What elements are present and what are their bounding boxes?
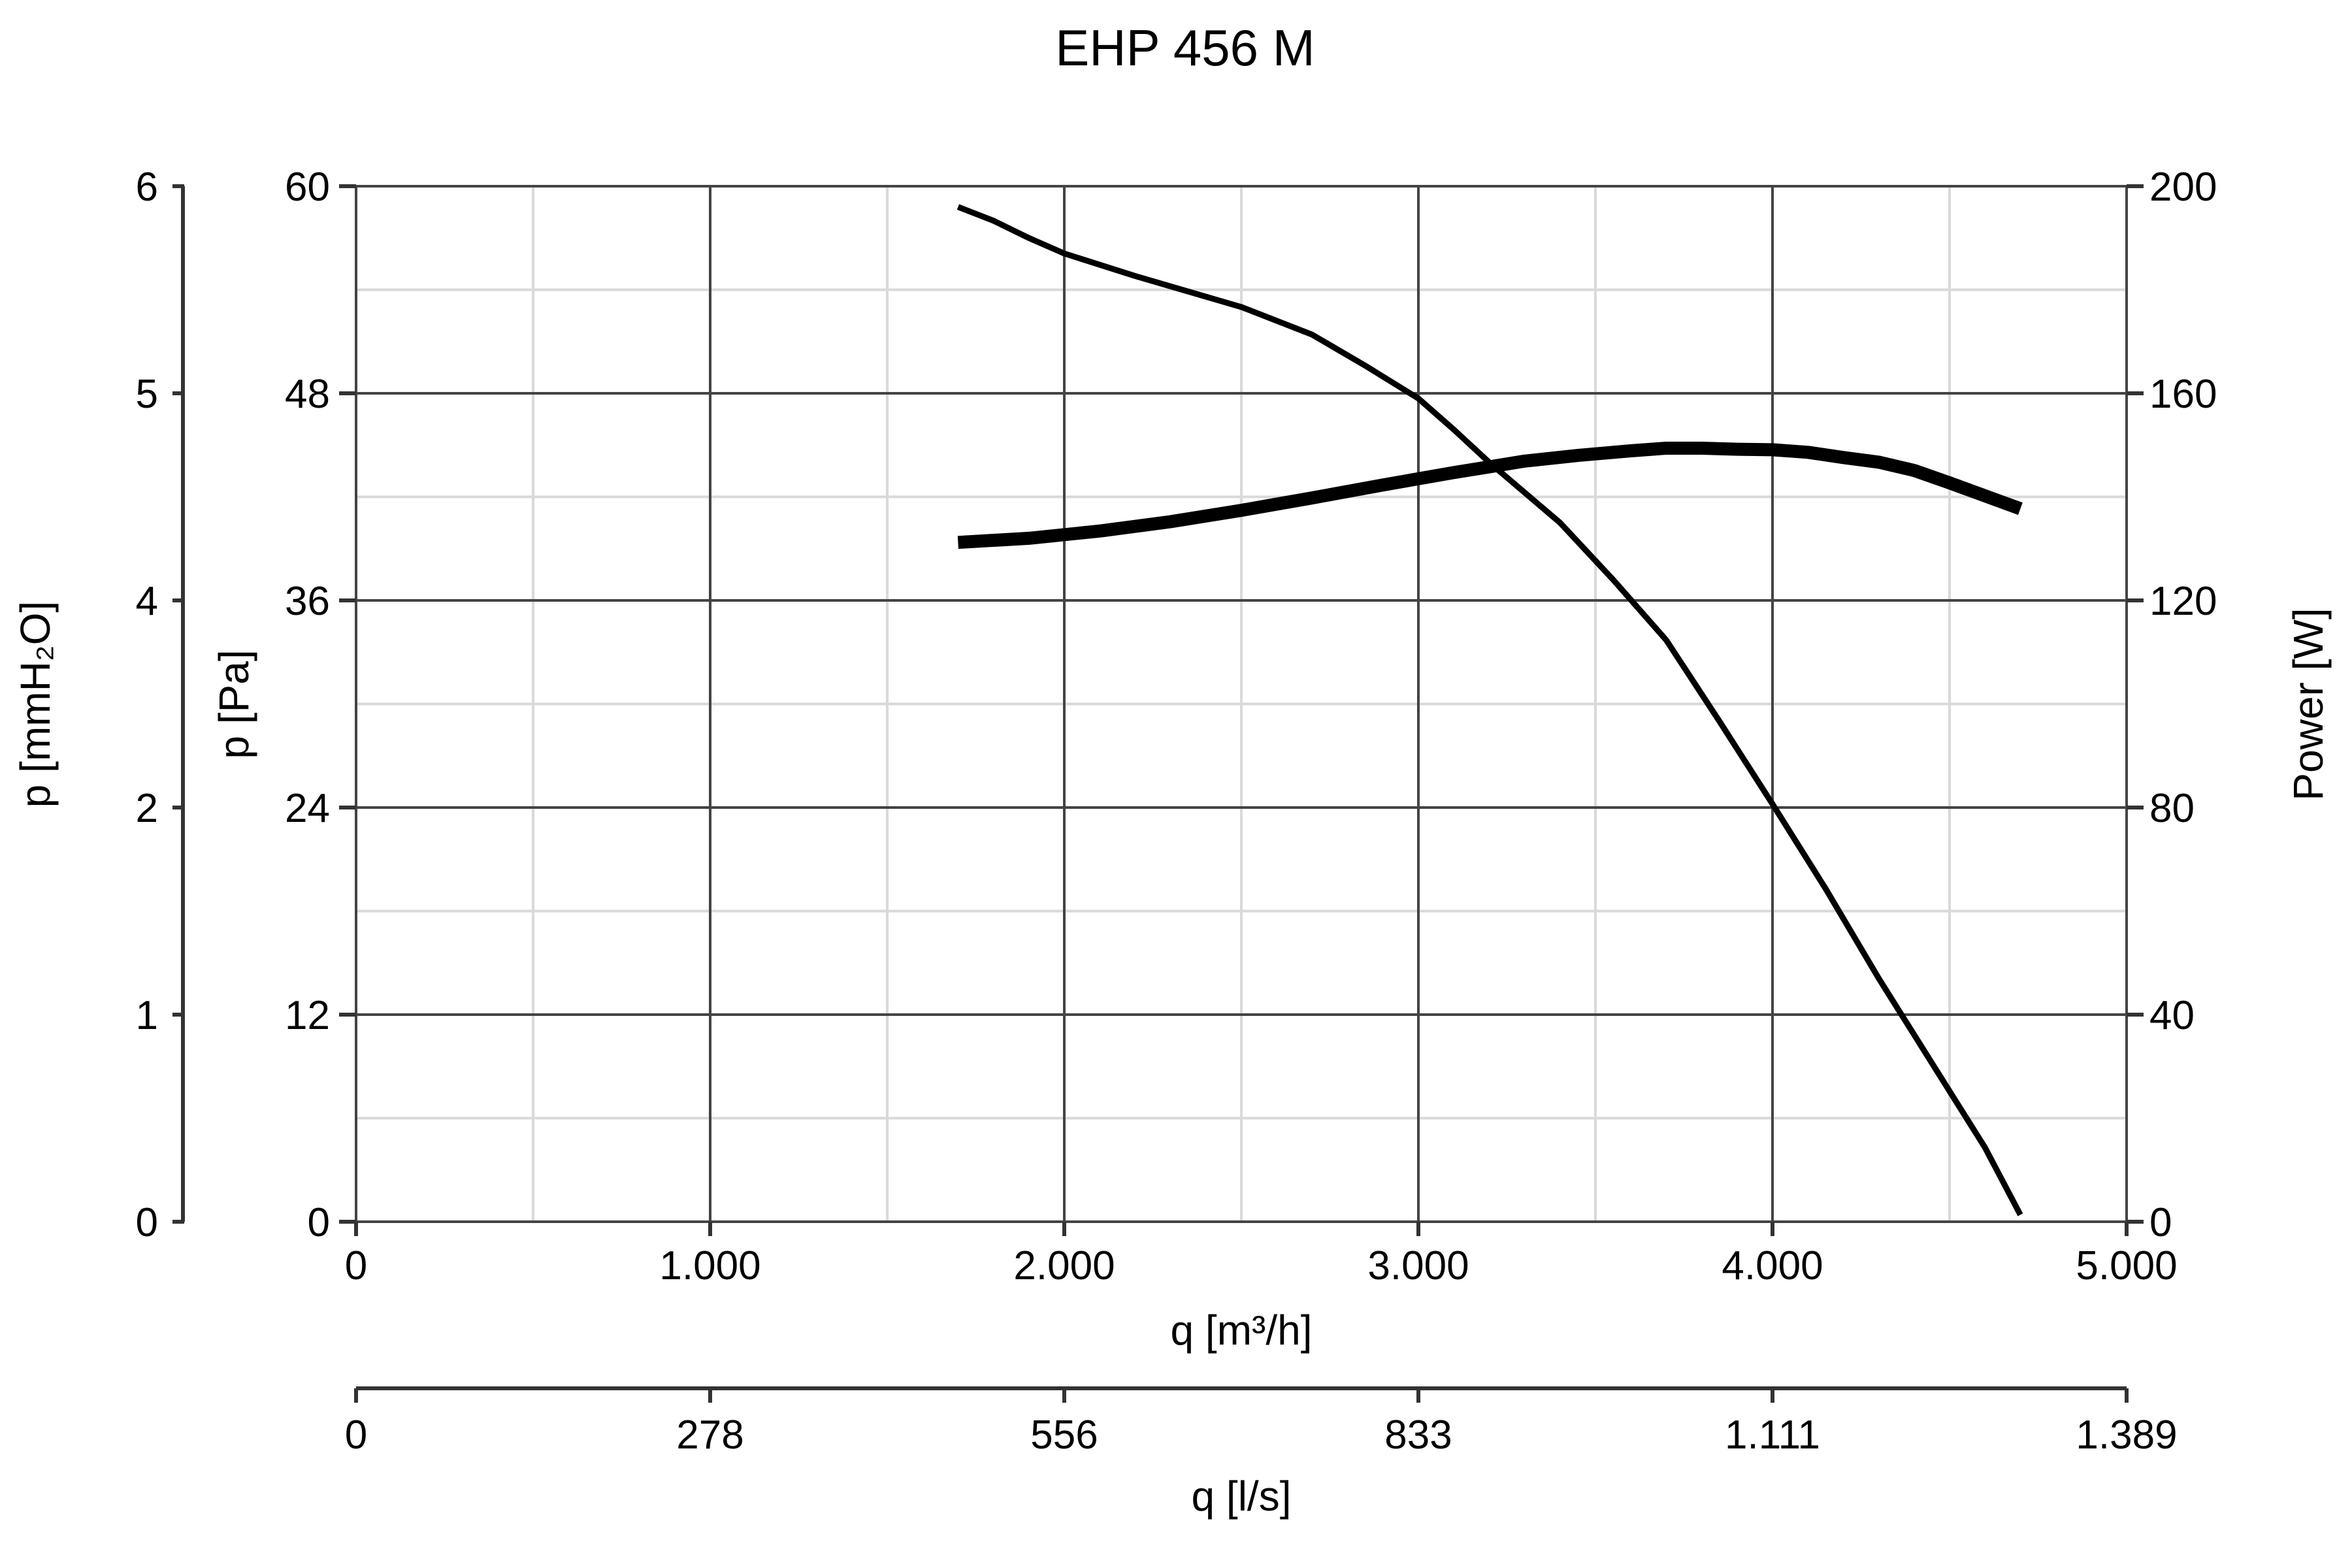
x2-tick-label: 833 [1384, 1413, 1452, 1458]
y-tick-label: 0 [308, 1200, 330, 1245]
y-tick-label: 36 [285, 579, 330, 624]
x-tick-label: 1.000 [659, 1243, 760, 1288]
x-axis-label: q [m³/h] [1171, 1307, 1313, 1354]
x-tick-label: 0 [345, 1243, 367, 1288]
grid [355, 185, 2128, 1223]
y-right-tick-label: 0 [2149, 1200, 2172, 1245]
y-right-tick-label: 40 [2149, 993, 2195, 1038]
pressure-curve [956, 204, 2023, 1217]
x-tick-label: 3.000 [1367, 1243, 1469, 1288]
x2-tick-label: 0 [345, 1413, 367, 1458]
y-outer-tick-label: 2 [136, 786, 158, 831]
x2-tick-label: 1.111 [1725, 1413, 1820, 1458]
x2-tick-label: 1.389 [2076, 1413, 2177, 1458]
x2-axis-label: q [l/s] [1192, 1473, 1292, 1520]
x-tick-label: 4.000 [1722, 1243, 1823, 1288]
power-curve [957, 442, 2023, 549]
y-tick-label: 60 [285, 165, 330, 210]
y-right-tick-label: 80 [2149, 786, 2195, 831]
y-tick-label: 48 [285, 372, 330, 417]
y-outer-tick-label: 6 [136, 165, 158, 210]
x2-tick-label: 556 [1030, 1413, 1098, 1458]
axes [172, 184, 2144, 1403]
y-outer-tick-label: 4 [136, 579, 158, 624]
x-tick-label: 5.000 [2076, 1243, 2177, 1288]
y-tick-label: 24 [285, 786, 330, 831]
series-layer [956, 204, 2023, 1217]
y-right-tick-label: 200 [2149, 165, 2217, 210]
y-right-tick-label: 120 [2149, 579, 2217, 624]
x-tick-label: 2.000 [1013, 1243, 1115, 1288]
y-right-tick-label: 160 [2149, 372, 2217, 417]
y-outer-tick-label: 5 [136, 372, 158, 417]
y-outer-tick-label: 0 [136, 1200, 158, 1245]
y-right-axis-label: Power [W] [2285, 608, 2332, 800]
y-outer-axis-label: p [mmH₂O] [12, 601, 59, 808]
y-axis-label: p [Pa] [210, 649, 257, 759]
y-outer-tick-label: 1 [136, 993, 158, 1038]
chart-title: EHP 456 M [1055, 19, 1315, 76]
x2-tick-label: 278 [676, 1413, 743, 1458]
y-tick-label: 12 [285, 993, 330, 1038]
